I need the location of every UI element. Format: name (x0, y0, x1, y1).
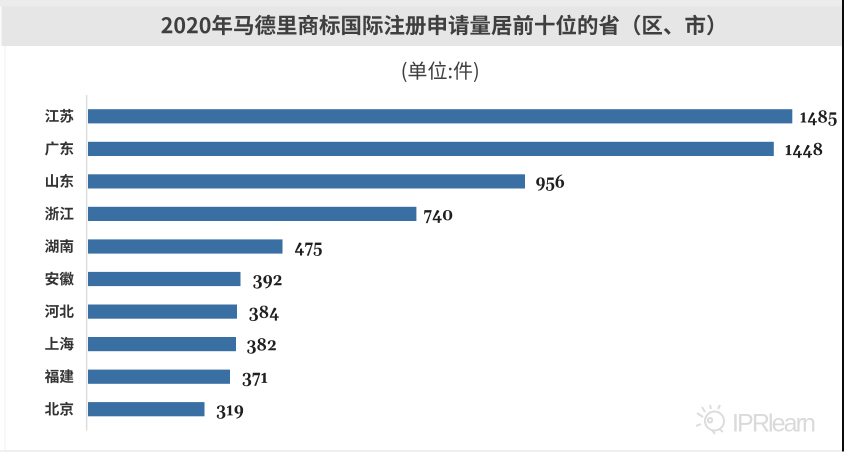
svg-text:IPRlearn: IPRlearn (732, 410, 815, 438)
